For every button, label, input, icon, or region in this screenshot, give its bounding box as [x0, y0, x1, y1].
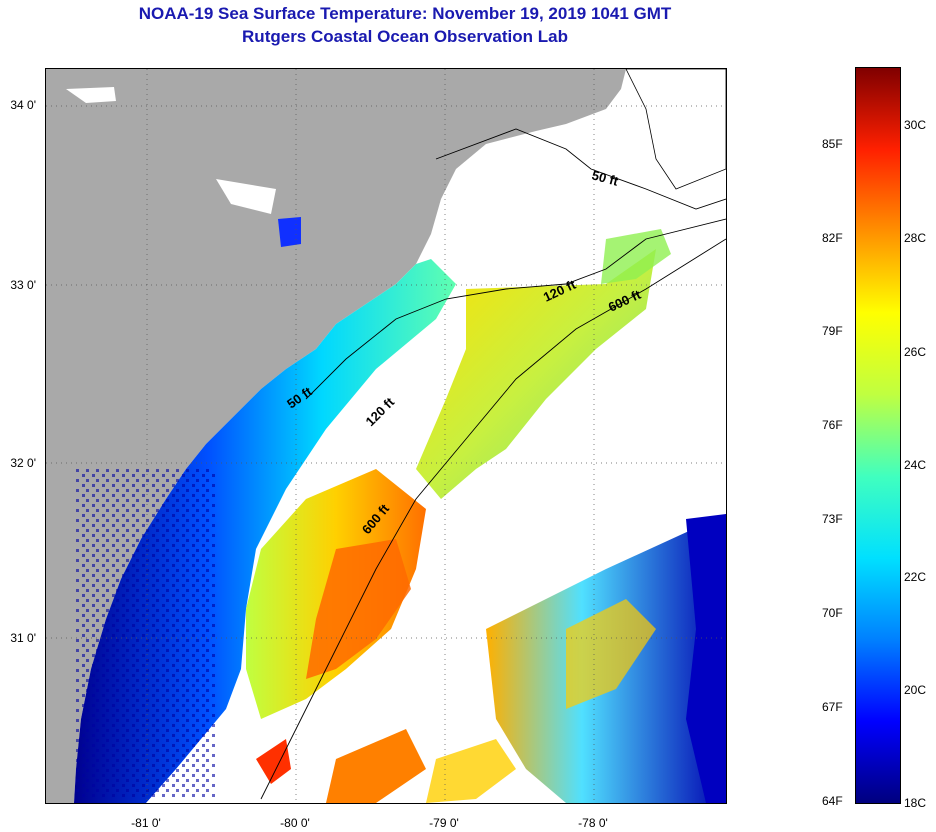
colorbar-label-85f: 85F	[822, 137, 843, 151]
depth-contours	[260, 128, 726, 800]
lon-label-79: -79 0'	[429, 816, 459, 830]
sst-south-yellow	[426, 739, 516, 803]
colorbar-label-30c: 30C	[904, 118, 927, 132]
sst-east-patch	[566, 599, 656, 709]
colorbar-label-28c: 28C	[904, 231, 927, 245]
colorbar-label-79f: 79F	[822, 324, 843, 338]
sst-dark-blue-east	[686, 514, 726, 803]
lon-label-78: -78 0'	[578, 816, 608, 830]
temperature-colorbar	[855, 67, 901, 804]
colorbar-label-70f: 70F	[822, 606, 843, 620]
colorbar-label-64f: 64F	[822, 794, 843, 808]
colorbar-label-26c: 26C	[904, 345, 927, 359]
colorbar-label-76f: 76F	[822, 418, 843, 432]
colorbar-label-73f: 73F	[822, 512, 843, 526]
lat-label-31: 31 0'	[10, 631, 36, 645]
sst-orange-core	[306, 539, 411, 679]
lat-label-34: 34 0'	[10, 98, 36, 112]
lat-label-33: 33 0'	[10, 278, 36, 292]
contour-label-50ft-north: 50 ft	[590, 167, 620, 189]
graticule	[46, 69, 726, 803]
colorbar-label-18c: 18C	[904, 796, 927, 810]
lat-label-32: 32 0'	[10, 456, 36, 470]
colorbar-label-24c: 24C	[904, 458, 927, 472]
sst-speckle-nearshore	[76, 469, 216, 799]
colorbar-label-67f: 67F	[822, 700, 843, 714]
white-cloud-nw	[66, 87, 116, 103]
colorbar-label-82f: 82F	[822, 231, 843, 245]
map-subtitle: Rutgers Coastal Ocean Observation Lab	[242, 27, 568, 46]
colorbar-label-20c: 20C	[904, 683, 927, 697]
sst-map-canvas: 50 ft 120 ft 600 ft 50 ft 120 ft 600 ft	[46, 69, 726, 803]
map-title: NOAA-19 Sea Surface Temperature: Novembe…	[138, 4, 672, 23]
white-cloud-mid	[216, 179, 276, 214]
blue-lake	[278, 217, 301, 247]
colorbar-label-22c: 22C	[904, 570, 927, 584]
sst-shelf-break	[416, 249, 656, 499]
lon-label-80: -80 0'	[280, 816, 310, 830]
sst-map: 50 ft 120 ft 600 ft 50 ft 120 ft 600 ft	[45, 68, 727, 804]
land-area	[46, 69, 626, 803]
sst-south-orange	[326, 729, 426, 803]
land-northeast	[625, 69, 726, 190]
contour-label-120ft-mid: 120 ft	[363, 394, 398, 429]
sst-north-green	[601, 229, 671, 284]
sst-south-red	[256, 739, 291, 784]
lon-label-81: -81 0'	[131, 816, 161, 830]
